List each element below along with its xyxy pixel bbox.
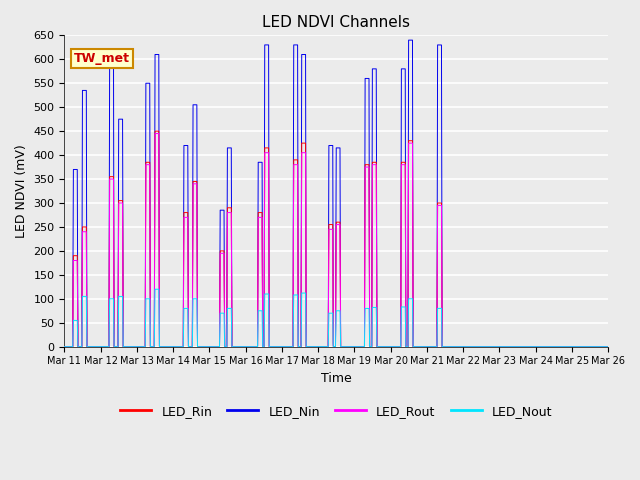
Y-axis label: LED NDVI (mV): LED NDVI (mV) bbox=[15, 144, 28, 238]
Text: TW_met: TW_met bbox=[74, 52, 130, 65]
X-axis label: Time: Time bbox=[321, 372, 351, 385]
Title: LED NDVI Channels: LED NDVI Channels bbox=[262, 15, 410, 30]
Legend: LED_Rin, LED_Nin, LED_Rout, LED_Nout: LED_Rin, LED_Nin, LED_Rout, LED_Nout bbox=[115, 400, 557, 423]
